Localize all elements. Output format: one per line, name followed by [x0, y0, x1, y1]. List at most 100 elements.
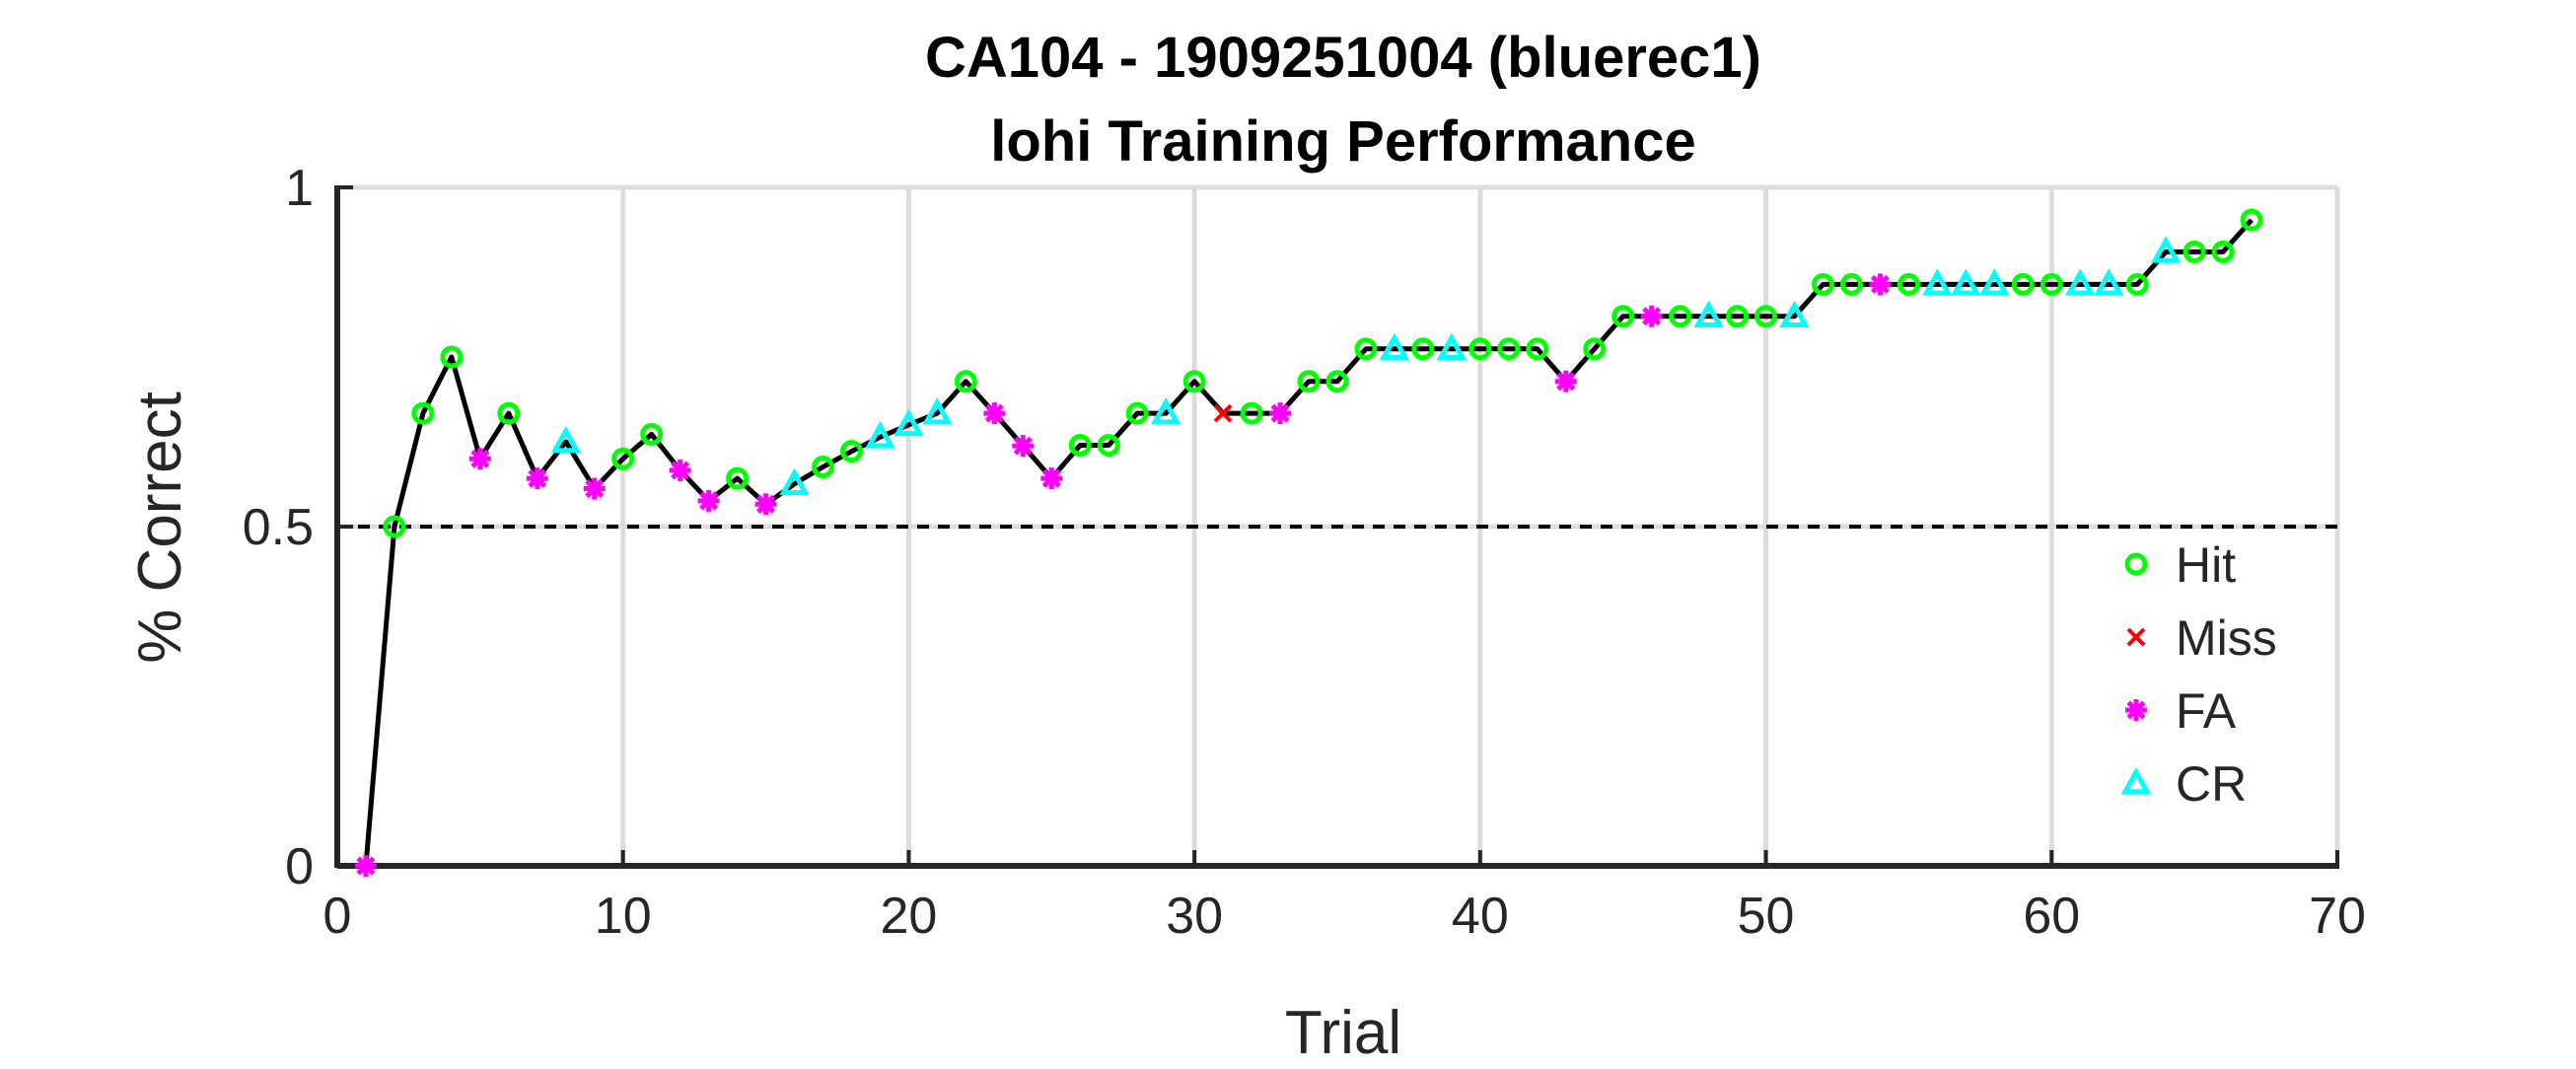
hit-marker-shape — [1611, 305, 1635, 328]
fa-point — [468, 448, 491, 470]
y-tick-labels: 00.51 — [243, 160, 314, 895]
performance-series — [363, 218, 2254, 867]
hit-point — [1240, 401, 1263, 425]
fa-point — [1040, 467, 1063, 490]
x-tick-label: 50 — [1738, 888, 1795, 945]
cr-point — [865, 421, 895, 449]
performance-line — [363, 218, 2254, 867]
fa-marker-spoke — [2126, 700, 2146, 720]
hit-point — [1839, 272, 1863, 296]
hit-point — [611, 447, 635, 470]
cr-marker-shape — [1922, 268, 1953, 296]
cr-marker-shape — [922, 396, 953, 425]
cr-point — [550, 425, 582, 454]
cr-marker-shape — [779, 467, 810, 495]
hit-marker-shape — [812, 455, 835, 478]
cr-marker-shape — [1379, 332, 1410, 361]
legend-marker-cr — [2120, 766, 2152, 795]
cr-marker-shape — [1150, 396, 1181, 425]
hit-marker-shape — [1526, 337, 1549, 361]
fa-point — [583, 477, 606, 500]
hit-point — [497, 401, 521, 425]
hit-point — [1068, 433, 1092, 457]
x-tick-label: 10 — [595, 888, 652, 945]
legend-label-fa: FA — [2176, 683, 2237, 739]
cr-point — [922, 396, 953, 425]
cr-point — [779, 467, 810, 495]
fa-marker-spoke — [1270, 403, 1290, 423]
fa-marker-spoke — [1013, 436, 1033, 456]
hit-point — [1497, 337, 1521, 361]
fa-marker-spoke — [585, 478, 605, 499]
cr-point — [1693, 300, 1724, 328]
cr-point — [1979, 268, 2010, 296]
cr-marker-shape — [550, 425, 582, 454]
x-tick-label: 40 — [1452, 888, 1509, 945]
hit-marker-shape — [2125, 272, 2149, 296]
cr-point — [1922, 268, 1953, 296]
hit-marker-shape — [1325, 370, 1349, 393]
hit-marker-shape — [839, 440, 863, 463]
hit-point — [2039, 272, 2063, 296]
hit-marker-shape — [411, 401, 435, 425]
hit-point — [1754, 305, 1778, 328]
cr-marker-shape — [865, 421, 895, 449]
miss-marker-stroke — [1213, 403, 1233, 423]
hit-marker-shape — [1812, 272, 1835, 296]
hit-point — [640, 422, 664, 446]
hit-marker-shape — [1468, 337, 1492, 361]
fa-marker-spoke — [699, 491, 719, 511]
hit-point — [2240, 208, 2263, 232]
chart-title: CA104 - 1909251004 (bluerec1) — [925, 26, 1761, 90]
cr-marker-shape — [2065, 268, 2096, 296]
hit-point — [411, 401, 435, 425]
hit-point — [2211, 240, 2235, 263]
hit-point — [1896, 272, 1920, 296]
hit-marker-shape — [383, 515, 406, 538]
fa-point — [1269, 402, 1292, 425]
legend-label-miss: Miss — [2176, 610, 2277, 666]
hit-point — [1297, 370, 1321, 393]
fa-marker-spoke — [756, 494, 776, 514]
hit-point — [1125, 401, 1149, 425]
hit-marker-shape — [726, 466, 750, 490]
y-tick-label: 0 — [285, 838, 314, 895]
hit-marker-shape — [2124, 552, 2148, 576]
trial-markers — [354, 208, 2263, 877]
fa-point — [983, 402, 1006, 425]
hit-marker-shape — [1754, 305, 1778, 328]
hit-marker-shape — [2182, 240, 2206, 263]
cr-marker-shape — [2150, 236, 2182, 263]
hit-marker-shape — [611, 447, 635, 470]
fa-point — [1640, 305, 1663, 327]
hit-point — [2011, 272, 2035, 296]
hit-marker-shape — [1182, 370, 1206, 393]
fa-marker-spoke — [984, 403, 1004, 423]
cr-point — [1150, 396, 1181, 425]
cr-marker-shape — [1951, 268, 1981, 296]
hit-marker-shape — [1839, 272, 1863, 296]
x-tick-label: 60 — [2023, 888, 2080, 945]
hit-point — [1611, 305, 1635, 328]
hit-point — [1726, 305, 1750, 328]
hit-marker-shape — [954, 370, 977, 393]
fa-point — [1554, 370, 1577, 392]
cr-point — [1779, 300, 1810, 328]
hit-marker-shape — [1896, 272, 1920, 296]
hit-point — [440, 345, 464, 369]
hit-point — [1812, 272, 1835, 296]
y-axis-label: % Correct — [126, 392, 194, 664]
cr-marker-shape — [1779, 300, 1810, 328]
hit-marker-shape — [2011, 272, 2035, 296]
cr-marker-shape — [2120, 766, 2152, 795]
fa-point — [526, 467, 548, 490]
hit-point — [812, 455, 835, 478]
hit-marker-shape — [1240, 401, 1263, 425]
x-tick-labels: 0 10 20 30 40 50 60 70 — [323, 888, 2366, 945]
fa-marker-spoke — [1041, 468, 1061, 488]
hit-marker-shape — [1669, 305, 1692, 328]
cr-point — [2065, 268, 2096, 296]
miss-marker-stroke — [2126, 627, 2146, 647]
hit-point — [1354, 337, 1378, 361]
chart-subtitle: lohi Training Performance — [990, 109, 1695, 174]
